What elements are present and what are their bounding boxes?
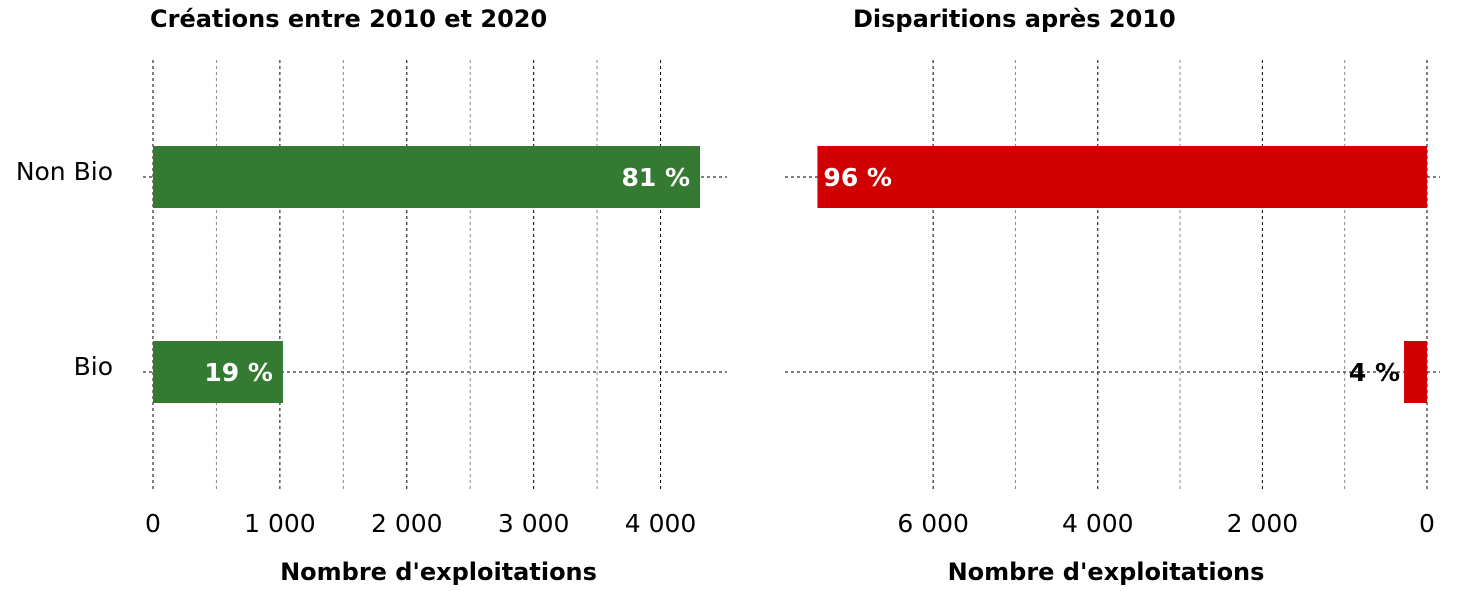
x-tick-label: 2 000 [1227,509,1299,538]
bar [153,341,283,403]
x-tick-label: 4 000 [1062,509,1134,538]
value-label: 19 % [204,358,273,387]
y-tick-label: Non Bio [16,157,113,186]
bar [1404,341,1427,403]
chart-title: Disparitions après 2010 [853,5,1176,33]
x-tick-label: 1 000 [244,509,316,538]
y-tick-label: Bio [74,352,113,381]
value-label: 96 % [823,163,892,192]
x-tick-label: 3 000 [498,509,570,538]
x-tick-label: 2 000 [371,509,443,538]
value-label: 4 % [1349,358,1400,387]
x-tick-label: 0 [1419,509,1435,538]
x-tick-label: 6 000 [897,509,969,538]
value-label: 81 % [621,163,690,192]
x-tick-label: 0 [145,509,161,538]
bar [817,146,1427,208]
chart-title: Créations entre 2010 et 2020 [150,5,547,33]
x-axis-label: Nombre d'exploitations [948,558,1265,586]
x-axis-label: Nombre d'exploitations [280,558,597,586]
x-tick-label: 4 000 [625,509,697,538]
bar [153,146,701,208]
